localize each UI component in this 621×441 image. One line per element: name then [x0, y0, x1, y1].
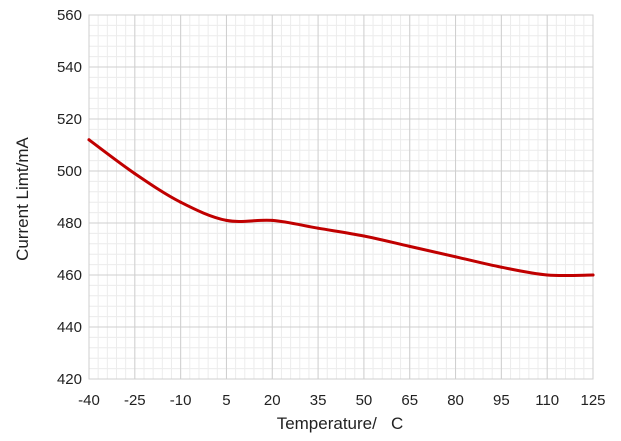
data-point: [591, 273, 595, 277]
data-point: [408, 244, 412, 248]
y-tick-label: 560: [57, 7, 82, 24]
x-axis-title: Temperature/ C: [277, 414, 404, 433]
data-point: [316, 226, 320, 230]
plot-frame: [88, 14, 594, 380]
x-tick-label: 95: [493, 392, 510, 409]
data-point: [179, 200, 183, 204]
data-point: [87, 138, 91, 142]
y-tick-label: 500: [57, 163, 82, 180]
x-tick-label: -25: [124, 392, 146, 409]
y-tick-label: 540: [57, 59, 82, 76]
y-tick-label: 520: [57, 111, 82, 128]
y-axis-ticks: 420 440 460 480 500 520 540 560: [57, 7, 82, 388]
x-tick-label: 5: [222, 392, 230, 409]
x-tick-label: 125: [580, 392, 605, 409]
x-tick-label: 110: [535, 392, 559, 409]
x-tick-label: -40: [78, 392, 100, 409]
x-axis-ticks: -40 -25 -10 5 20 35 50 65 80 95 110 125: [78, 392, 605, 409]
y-tick-label: 440: [57, 319, 82, 336]
x-tick-label: 50: [356, 392, 373, 409]
minor-gridlines: [88, 14, 594, 380]
data-point: [499, 265, 503, 269]
data-point: [270, 218, 274, 222]
series-line: [87, 138, 595, 278]
x-tick-label: 65: [401, 392, 418, 409]
data-point: [224, 218, 228, 222]
y-axis-title: Current Limt/mA: [13, 136, 32, 260]
x-tick-label: 80: [447, 392, 464, 409]
data-point: [545, 273, 549, 277]
plot-border: [88, 14, 594, 380]
series-layer: [87, 138, 595, 278]
data-point: [362, 234, 366, 238]
y-tick-label: 420: [57, 371, 82, 388]
x-tick-label: -10: [170, 392, 192, 409]
x-tick-label: 20: [264, 392, 281, 409]
major-gridlines: [88, 14, 594, 380]
y-tick-label: 480: [57, 215, 82, 232]
x-tick-label: 35: [310, 392, 327, 409]
data-point: [454, 255, 458, 259]
data-point: [133, 172, 137, 176]
y-tick-label: 460: [57, 267, 82, 284]
